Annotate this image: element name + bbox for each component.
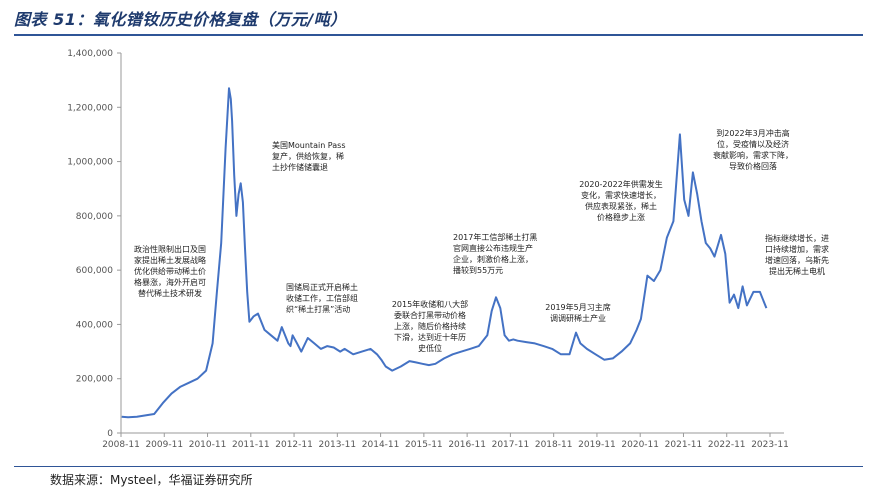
- series-group: [121, 87, 768, 419]
- x-tick-label: 2010-11: [189, 440, 227, 450]
- annotation-group: 政治性限制出口及国家提出稀土发展战略优化供给带动稀土价格暴涨，海外开启可替代稀土…: [134, 128, 829, 353]
- annotation-line: 增速回落，乌斯先: [765, 255, 829, 265]
- y-tick-label: 200,000: [76, 375, 113, 385]
- annotation-line: 格暴涨，海外开启可: [134, 277, 206, 287]
- annotation-line: 政治性限制出口及国: [134, 244, 206, 254]
- source-note: 数据来源：Mysteel，华福证券研究所: [50, 473, 253, 487]
- annotation-line: 调调研稀土产业: [550, 313, 606, 323]
- annotation-line: 史低位: [418, 343, 442, 353]
- annotation-line: 供应表现紧张，稀土: [585, 201, 657, 211]
- annotation-line: 位，受疫情以及经济: [717, 139, 789, 149]
- x-tick-label: 2019-11: [578, 440, 616, 450]
- annotation-line: 衰献影响，需求下降，: [713, 150, 793, 160]
- x-tick-label: 2022-11: [708, 440, 746, 450]
- annotation-line: 2020-2022年供需发生: [579, 179, 663, 189]
- x-axis: 2008-11 2009-11 2010-11 2011-11 2012-11 2013-…: [102, 432, 789, 450]
- annotation-line: 口持续增加，需求: [765, 244, 829, 254]
- annotation-line: 变化，需求快速增长，: [581, 190, 661, 200]
- annotation-line: 指标继续增长，进: [765, 233, 829, 243]
- annotation-line: 导致价格回落: [729, 161, 777, 171]
- annotation-line: 到2022年3月冲击高: [716, 128, 789, 138]
- annotation-line: 优化供给带动稀土价: [134, 266, 206, 276]
- x-tick-label: 2008-11: [102, 440, 140, 450]
- y-tick-label: 0: [107, 429, 113, 439]
- annotation-line: 委联合打黑带动价格: [394, 310, 466, 320]
- title-rule: [14, 34, 863, 36]
- x-tick-label: 2014-11: [362, 440, 400, 450]
- annotation-line: 官网直接公布违规生产: [453, 243, 533, 253]
- annotation-line: 上涨，随后价格持续: [394, 321, 466, 331]
- y-tick-label: 1,400,000: [67, 49, 113, 59]
- annotation-line: 复产，供给恢复，稀: [272, 151, 344, 161]
- annotation-line: 美国Mountain Pass: [272, 140, 346, 150]
- y-axis: 0 200,000 400,000 600,000 800,000 1,000,000 1,…: [67, 49, 122, 439]
- annotation-line: 2019年5月习主席: [545, 302, 610, 312]
- y-tick-label: 800,000: [76, 212, 113, 222]
- annotation-line: 替代稀土技术研发: [138, 288, 202, 298]
- y-tick-label: 400,000: [76, 320, 113, 330]
- annotation-line: 家提出稀土发展战略: [134, 255, 206, 265]
- source-rule: [14, 466, 863, 467]
- annotation-line: 企业，刺激价格上涨，: [453, 254, 533, 264]
- x-tick-label: 2011-11: [232, 440, 270, 450]
- x-tick-label: 2023-11: [751, 440, 789, 450]
- annotation-line: 2017年工信部稀土打黑: [453, 232, 537, 242]
- annotation-line: 国储局正式开启稀土: [286, 282, 358, 292]
- figure-title: 图表 51：氧化镨钕历史价格复盘（万元/吨）: [14, 10, 347, 29]
- annotation-line: 织“稀土打黑”活动: [286, 304, 350, 314]
- x-tick-label: 2018-11: [535, 440, 573, 450]
- x-tick-label: 2020-11: [621, 440, 659, 450]
- y-tick-label: 1,000,000: [67, 158, 113, 168]
- annotation-line: 播较到55万元: [453, 265, 503, 275]
- series-line: [121, 87, 768, 419]
- y-tick-label: 600,000: [76, 266, 113, 276]
- x-tick-label: 2017-11: [492, 440, 530, 450]
- x-tick-label: 2013-11: [319, 440, 357, 450]
- annotation-line: 价格稳步上涨: [597, 212, 645, 222]
- annotation-line: 2015年收储和八大部: [392, 299, 468, 309]
- x-tick-label: 2021-11: [665, 440, 703, 450]
- y-tick-label: 1,200,000: [67, 103, 113, 113]
- annotation-line: 土抄作储储囊退: [272, 162, 328, 172]
- x-tick-label: 2015-11: [405, 440, 443, 450]
- x-tick-label: 2016-11: [448, 440, 486, 450]
- x-tick-label: 2009-11: [145, 440, 183, 450]
- annotation-line: 提出无稀土电机: [769, 266, 825, 276]
- annotation-line: 下滑，达到近十年历: [394, 332, 466, 342]
- x-tick-label: 2012-11: [275, 440, 313, 450]
- annotation-line: 收储工作，工信部组: [286, 293, 358, 303]
